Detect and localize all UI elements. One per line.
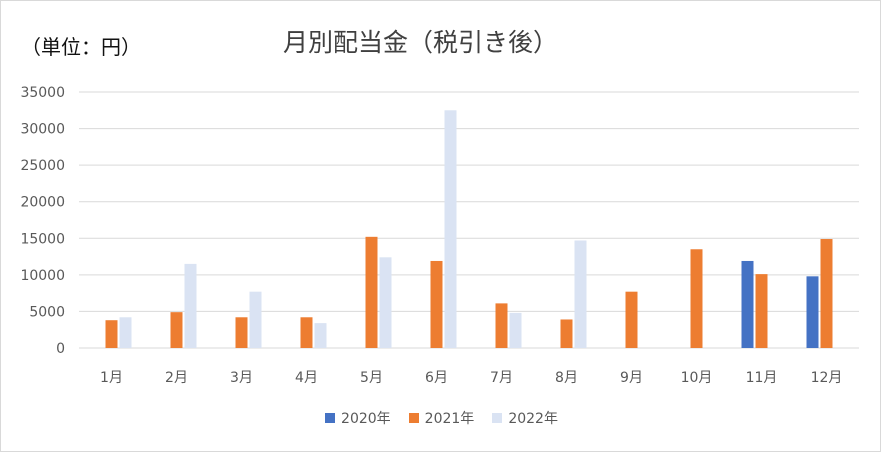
bar-2022年-8月 [574, 240, 587, 348]
legend: 2020年 2021年 2022年 [1, 408, 881, 428]
bar-2021年-11月 [755, 274, 768, 348]
legend-item-2021: 2021年 [408, 408, 475, 428]
bar-2022年-4月 [314, 323, 327, 348]
bar-2022年-2月 [184, 263, 197, 348]
y-tick-label: 30000 [20, 122, 65, 138]
bar-2022年-5月 [379, 257, 392, 348]
legend-item-2022: 2022年 [492, 408, 558, 428]
bar-2020年-12月 [806, 276, 819, 348]
x-tick-label: 9月 [620, 370, 643, 386]
legend-swatch-2020 [325, 413, 336, 423]
bar-2021年-12月 [820, 239, 833, 348]
chart-title: 月別配当金（税引き後） [283, 28, 559, 57]
y-tick-label: 15000 [20, 231, 65, 247]
x-tick-label: 8月 [555, 370, 578, 386]
y-tick-label: 25000 [20, 158, 65, 174]
bar-2021年-5月 [365, 236, 378, 348]
x-tick-label: 4月 [295, 370, 318, 386]
x-tick-label: 7月 [490, 370, 513, 386]
y-tick-label: 10000 [20, 268, 65, 284]
x-tick-label: 11月 [746, 370, 778, 386]
y-tick-label: 5000 [29, 304, 65, 320]
y-tick-label: 0 [56, 341, 65, 357]
bar-2021年-9月 [625, 291, 638, 348]
bar-2021年-8月 [560, 319, 573, 348]
x-tick-label: 5月 [360, 370, 383, 386]
x-tick-label: 1月 [100, 370, 123, 386]
legend-label-2022: 2022年 [508, 411, 558, 427]
x-tick-label: 12月 [811, 370, 843, 386]
y-tick-label: 35000 [20, 85, 65, 101]
legend-label-2021: 2021年 [424, 411, 475, 427]
y-tick-label: 20000 [20, 195, 65, 211]
bar-2021年-6月 [430, 260, 443, 348]
x-tick-label: 6月 [425, 370, 448, 386]
legend-swatch-2021 [408, 413, 419, 423]
legend-item-2020: 2020年 [325, 408, 391, 428]
x-tick-label: 10月 [681, 370, 713, 386]
x-tick-label: 3月 [230, 370, 253, 386]
bar-2021年-10月 [690, 249, 703, 348]
x-tick-label: 2月 [165, 370, 188, 386]
bar-2021年-1月 [105, 320, 118, 348]
bar-2022年-1月 [119, 317, 132, 348]
bar-2021年-4月 [300, 317, 313, 348]
legend-swatch-2022 [492, 413, 503, 423]
bar-2022年-3月 [249, 291, 262, 348]
bar-2022年-6月 [444, 110, 457, 349]
legend-label-2020: 2020年 [341, 411, 391, 427]
bar-2021年-2月 [170, 312, 183, 348]
bar-2021年-7月 [495, 303, 508, 348]
bar-2022年-7月 [509, 312, 522, 348]
bar-2021年-3月 [235, 317, 248, 348]
unit-label: （単位：円） [21, 35, 141, 59]
bar-2020年-11月 [741, 260, 754, 348]
